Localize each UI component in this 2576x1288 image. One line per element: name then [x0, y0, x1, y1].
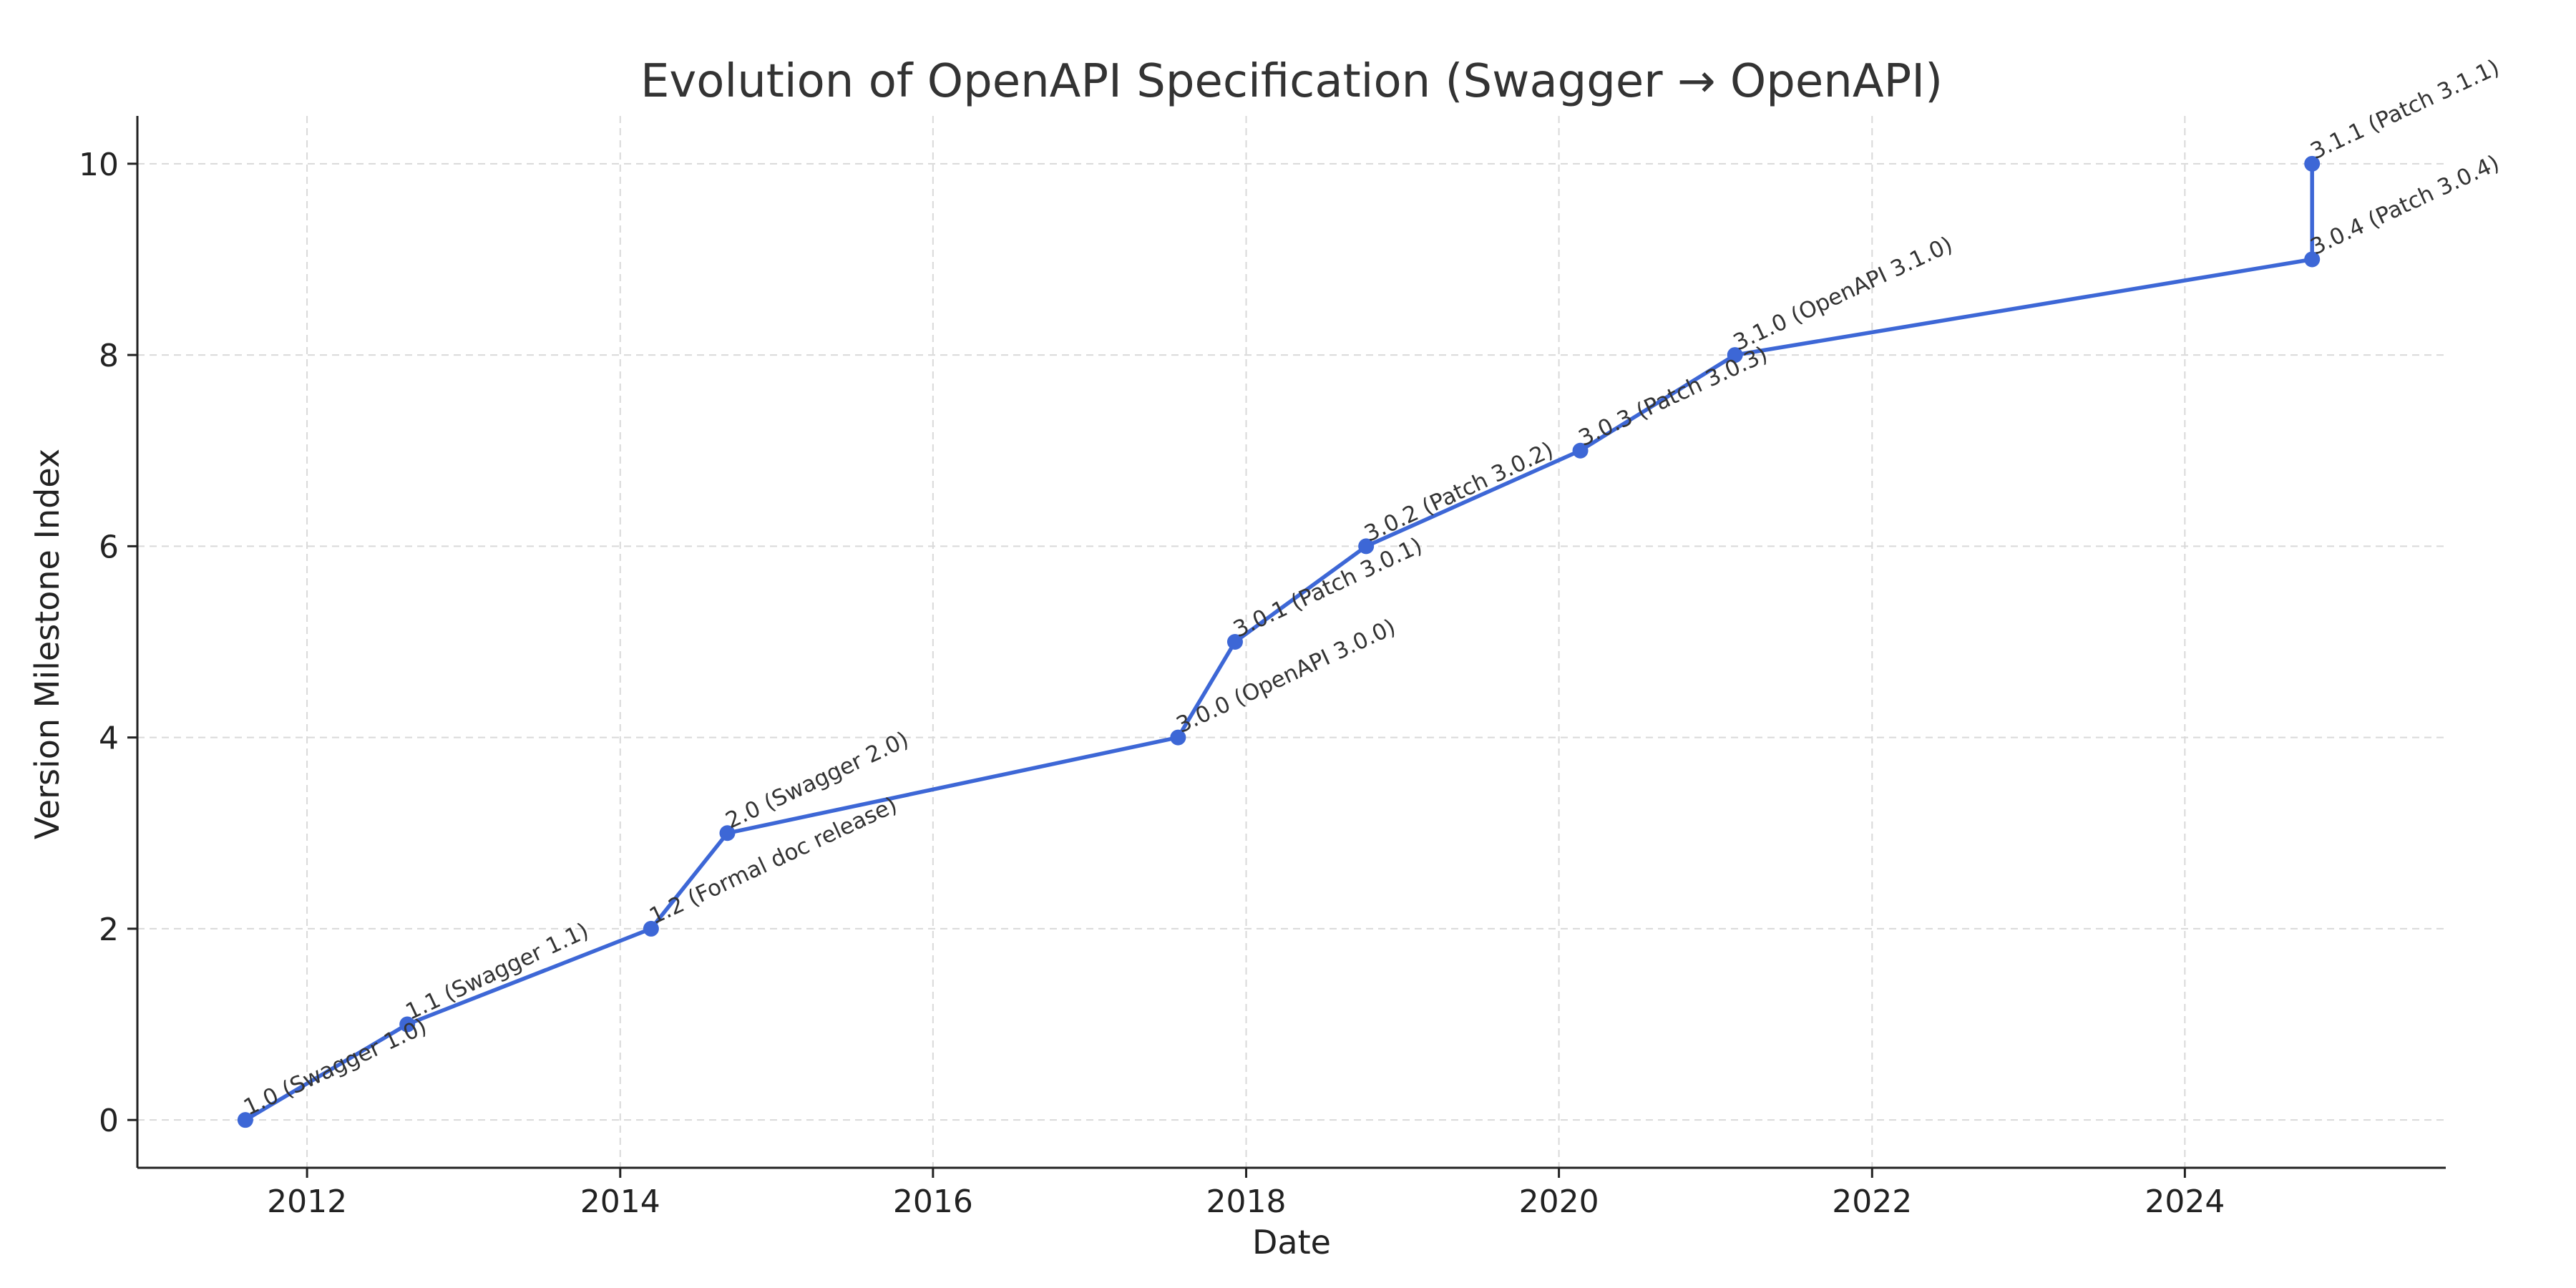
y-tick-label-8: 8 — [99, 338, 119, 374]
data-point-7 — [1572, 442, 1589, 459]
point-label-9: 3.0.4 (Patch 3.0.4) — [2306, 150, 2503, 260]
x-tick-label-2018: 2018 — [1206, 1184, 1287, 1220]
x-tick-label-2022: 2022 — [1832, 1184, 1912, 1220]
x-axis-label: Date — [1252, 1223, 1331, 1262]
y-tick-label-0: 0 — [99, 1103, 119, 1139]
y-axis-label: Version Milestone Index — [28, 449, 67, 839]
x-tick-label-2024: 2024 — [2145, 1184, 2225, 1220]
data-point-4 — [1170, 729, 1186, 746]
chart-title: Evolution of OpenAPI Specification (Swag… — [640, 55, 1943, 108]
data-point-3 — [719, 825, 736, 841]
x-tick-label-2012: 2012 — [267, 1184, 347, 1220]
data-point-1 — [399, 1016, 416, 1033]
point-label-5: 3.0.1 (Patch 3.0.1) — [1229, 532, 1426, 643]
x-tick-label-2016: 2016 — [893, 1184, 973, 1220]
x-tick-label-2014: 2014 — [580, 1184, 660, 1220]
series-line — [244, 163, 2314, 1122]
label-layer: 1.0 (Swagger 1.0)1.1 (Swagger 1.1)1.2 (F… — [240, 54, 2503, 1121]
axes-layer: 2012 2014 2016 2018 2020 2022 2024 0 2 4 6 8 10 — [79, 116, 2446, 1220]
data-point-6 — [1358, 538, 1375, 555]
point-label-10: 3.1.1 (Patch 3.1.1) — [2306, 54, 2503, 165]
data-point-0 — [237, 1112, 253, 1128]
y-tick-label-4: 4 — [99, 721, 119, 757]
y-tick-label-2: 2 — [99, 912, 119, 948]
data-point-9 — [2304, 251, 2321, 268]
data-point-2 — [643, 920, 659, 937]
point-label-4: 3.0.0 (OpenAPI 3.0.0) — [1173, 614, 1400, 738]
y-tick-label-6: 6 — [99, 529, 119, 565]
point-label-0: 1.0 (Swagger 1.0) — [240, 1013, 431, 1121]
data-point-5 — [1226, 634, 1243, 650]
y-tick-label-10: 10 — [79, 147, 119, 183]
grid-layer — [137, 116, 2446, 1168]
series-layer — [237, 155, 2321, 1128]
data-point-10 — [2304, 155, 2321, 172]
point-label-7: 3.0.3 (Patch 3.0.3) — [1575, 341, 1772, 452]
point-label-6: 3.0.2 (Patch 3.0.2) — [1360, 437, 1557, 547]
data-point-8 — [1727, 347, 1743, 364]
point-label-1: 1.1 (Swagger 1.1) — [401, 918, 592, 1025]
x-tick-label-2020: 2020 — [1519, 1184, 1599, 1220]
